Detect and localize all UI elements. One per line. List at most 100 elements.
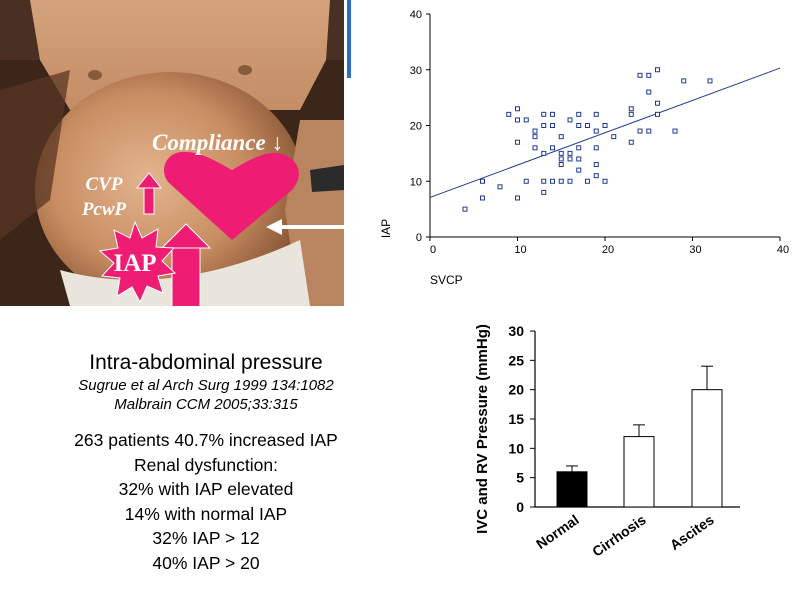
abdomen-photo: Compliance ↓ CVP PcwP IAP	[0, 0, 344, 306]
citation-malbrain: Malbrain CCM 2005;33:315	[114, 396, 298, 413]
scatter-point	[532, 128, 538, 134]
scatter-point	[550, 111, 555, 117]
scatter-y-axis-label: IAP	[379, 219, 393, 238]
iap-starburst	[98, 220, 177, 304]
stat-iap-elevated: 32% with IAP elevated	[118, 479, 294, 499]
scatter-point	[523, 178, 529, 184]
scatter-point	[602, 178, 608, 184]
scatter-point	[672, 128, 678, 134]
scatter-point	[637, 128, 643, 134]
iap-up-arrow	[160, 223, 212, 306]
bar-category-label: Normal	[533, 511, 582, 552]
scatter-y-tick-label: 30	[410, 65, 422, 77]
white-arrow-left	[266, 219, 344, 235]
iap-star-label: IAP	[113, 250, 157, 277]
scatter-point	[567, 150, 573, 156]
scatter-point	[576, 111, 582, 117]
stat-renal-heading: Renal dysfunction:	[134, 454, 278, 475]
scatter-point	[558, 156, 564, 162]
section-title: Intra-abdominal pressure	[89, 351, 323, 374]
scatter-point	[585, 123, 590, 128]
scatter-point	[611, 134, 617, 140]
cvp-label: CVP	[85, 174, 123, 195]
scatter-point	[628, 106, 634, 112]
scatter-point	[541, 189, 547, 195]
scatter-point	[593, 111, 599, 117]
pcwp-label: PcwP	[81, 199, 127, 220]
scatter-point	[707, 78, 713, 84]
scatter-point	[628, 111, 634, 117]
scatter-point	[567, 117, 573, 123]
heart-shape	[164, 151, 299, 240]
scatter-point	[646, 89, 652, 95]
scatter-point	[515, 117, 520, 123]
scatter-point	[593, 128, 599, 134]
scatter-point	[593, 145, 599, 151]
scatter-y-tick-label: 40	[410, 9, 422, 21]
scatter-point	[655, 67, 660, 73]
scatter-point	[637, 72, 643, 78]
scatter-x-tick-label: 30	[689, 244, 701, 256]
scatter-point	[567, 156, 573, 162]
scatter-x-tick-label: 20	[602, 244, 614, 256]
bar-y-axis-label: IVC and RV Pressure (mmHg)	[474, 324, 491, 534]
scatter-point	[532, 134, 538, 140]
scatter-point	[593, 173, 599, 179]
scatter-point	[576, 156, 582, 162]
scatter-point	[515, 106, 520, 112]
scatter-y-tick-label: 20	[410, 121, 422, 133]
scatter-point	[480, 178, 485, 184]
bar-category-label: Cirrhosis	[589, 511, 649, 559]
scatter-point	[506, 111, 512, 117]
scatter-point	[646, 72, 652, 78]
scatter-point	[558, 150, 564, 156]
stat-normal-iap: 14% with normal IAP	[124, 503, 288, 524]
cvp-pcwp-label: CVP PcwP	[74, 172, 134, 222]
scatter-point	[558, 178, 564, 184]
scatter-point	[541, 123, 547, 128]
scatter-x-tick-label: 0	[430, 244, 436, 256]
citation-sugrue: Sugrue et al Arch Surg 1999 134:1082	[78, 377, 334, 394]
cvp-up-arrow	[135, 172, 163, 215]
bar-y-tick-label: 20	[508, 382, 524, 398]
scatter-point	[515, 139, 520, 145]
scatter-x-tick-label: 10	[514, 244, 526, 256]
bar-y-tick-label: 10	[508, 440, 524, 456]
scatter-point	[497, 184, 503, 190]
stat-patients: 263 patients 40.7% increased IAP	[74, 430, 338, 450]
text-block: Intra-abdominal pressure Sugrue et al Ar…	[0, 350, 412, 575]
scatter-point	[681, 78, 687, 84]
scatter-point	[655, 111, 660, 117]
scatter-trendline	[429, 67, 781, 198]
scatter-point	[532, 145, 538, 151]
bar-y-tick-label: 15	[508, 411, 524, 427]
accent-bar	[347, 0, 351, 78]
scatter-point	[593, 162, 599, 168]
scatter-point	[541, 111, 547, 117]
bar-ascites	[691, 389, 723, 508]
scatter-point	[541, 150, 547, 156]
stat-iap-gt-12: 32% IAP > 12	[152, 528, 260, 548]
scatter-point	[515, 195, 520, 201]
scatter-point	[585, 178, 590, 184]
scatter-point	[550, 145, 555, 151]
bar-y-tick-label: 5	[516, 470, 524, 486]
scatter-point	[523, 117, 529, 123]
scatter-x-axis-label: SVCP	[430, 273, 463, 287]
scatter-point	[655, 100, 660, 106]
scatter-point	[462, 206, 468, 212]
bar-cirrhosis	[623, 436, 655, 508]
scatter-point	[646, 128, 652, 134]
scatter-point	[558, 162, 564, 168]
scatter-y-tick-label: 10	[410, 176, 422, 188]
bar-y-tick-label: 30	[508, 323, 524, 339]
bar-y-tick-label: 0	[516, 499, 524, 515]
scatter-point	[628, 139, 634, 145]
bar-category-label: Ascites	[667, 511, 717, 553]
scatter-y-tick-label: 0	[416, 232, 422, 244]
bar-y-tick-label: 25	[508, 352, 524, 368]
scatter-point	[550, 178, 555, 184]
scatter-point	[567, 178, 573, 184]
compliance-label: Compliance ↓	[152, 130, 283, 155]
scatter-point	[541, 178, 547, 184]
